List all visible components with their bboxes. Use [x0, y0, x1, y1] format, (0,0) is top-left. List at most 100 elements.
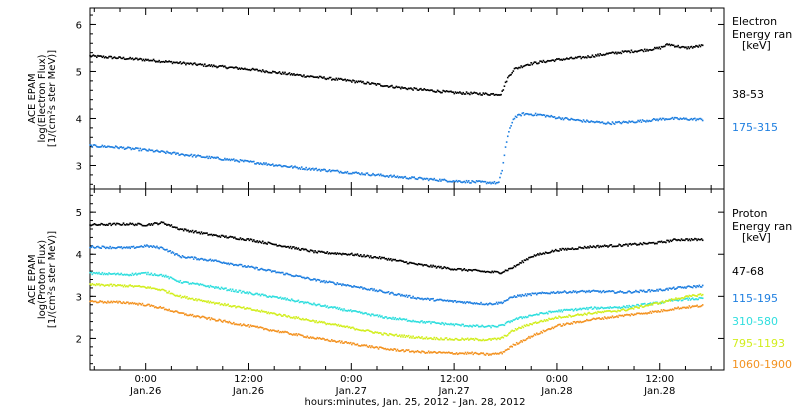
data-point [313, 302, 315, 305]
data-point [111, 273, 114, 275]
data-point [274, 164, 276, 167]
data-point [445, 179, 448, 182]
data-point [543, 330, 546, 333]
data-point [701, 304, 704, 306]
data-point [483, 326, 486, 328]
data-point [90, 284, 93, 286]
data-point [565, 292, 568, 294]
data-point [268, 269, 271, 271]
data-point [637, 50, 639, 52]
data-point [446, 323, 449, 326]
data-point [261, 240, 264, 243]
data-point [137, 222, 139, 225]
data-point [398, 86, 401, 89]
data-point [505, 299, 508, 302]
data-point [315, 320, 317, 322]
data-point [326, 251, 329, 253]
data-point [524, 325, 527, 327]
data-point [676, 45, 678, 48]
data-point [655, 302, 657, 304]
data-point [319, 321, 322, 324]
data-point [531, 323, 534, 326]
data-point [672, 298, 675, 301]
data-point [696, 295, 698, 298]
data-point [245, 292, 247, 294]
data-point [680, 299, 683, 302]
data-point [142, 285, 145, 288]
data-point [554, 310, 557, 313]
data-point [93, 283, 96, 286]
data-point [281, 245, 284, 248]
data-point [664, 45, 666, 48]
data-point [515, 341, 518, 344]
data-point [376, 173, 379, 176]
data-point [265, 242, 267, 245]
data-point [315, 167, 317, 170]
data-point [308, 278, 311, 280]
data-point [371, 82, 373, 84]
data-point [434, 351, 437, 354]
data-point [246, 68, 248, 71]
data-point [626, 313, 628, 316]
data-point [104, 146, 107, 148]
data-point [687, 285, 690, 287]
data-point [112, 146, 115, 149]
data-point [244, 308, 246, 310]
data-point [341, 171, 343, 174]
data-point [665, 43, 667, 46]
data-point [89, 271, 91, 274]
data-point [176, 226, 178, 229]
data-point [643, 302, 646, 305]
data-point [661, 310, 664, 313]
data-point [511, 267, 514, 270]
data-point [603, 291, 606, 294]
data-point [610, 52, 613, 54]
data-point [209, 233, 212, 236]
data-point [179, 61, 182, 63]
data-point [217, 302, 219, 305]
data-point [374, 346, 377, 349]
data-point [216, 156, 218, 159]
data-point [353, 310, 355, 312]
data-point [647, 304, 649, 307]
data-point [606, 122, 608, 125]
data-point [619, 314, 622, 317]
data-point [238, 305, 241, 308]
data-point [385, 85, 388, 87]
data-point [646, 304, 648, 307]
data-point [336, 252, 339, 254]
data-point [603, 122, 606, 125]
data-point [304, 336, 306, 338]
data-point [307, 250, 310, 253]
data-point [221, 64, 224, 67]
data-point [253, 160, 255, 163]
data-point [578, 321, 580, 324]
data-point [694, 298, 696, 301]
data-point [692, 117, 695, 120]
data-point [408, 87, 411, 90]
data-point [628, 120, 630, 123]
data-point [126, 223, 128, 225]
data-point [444, 266, 447, 269]
data-point [241, 306, 244, 309]
data-point [99, 300, 101, 302]
data-point [561, 316, 564, 319]
data-point [361, 255, 363, 258]
data-point [204, 300, 206, 303]
data-point [496, 181, 499, 184]
data-point [500, 172, 502, 175]
data-point [276, 314, 279, 317]
data-point [514, 265, 517, 268]
data-point [270, 312, 273, 314]
data-point [149, 286, 152, 288]
data-point [393, 87, 395, 89]
data-point [495, 301, 498, 304]
data-point [212, 286, 215, 288]
data-point [276, 330, 279, 333]
data-point [519, 327, 521, 329]
data-point [436, 89, 439, 92]
data-point [171, 152, 174, 154]
data-point [328, 169, 331, 171]
data-point [660, 118, 663, 121]
data-point [474, 92, 477, 94]
